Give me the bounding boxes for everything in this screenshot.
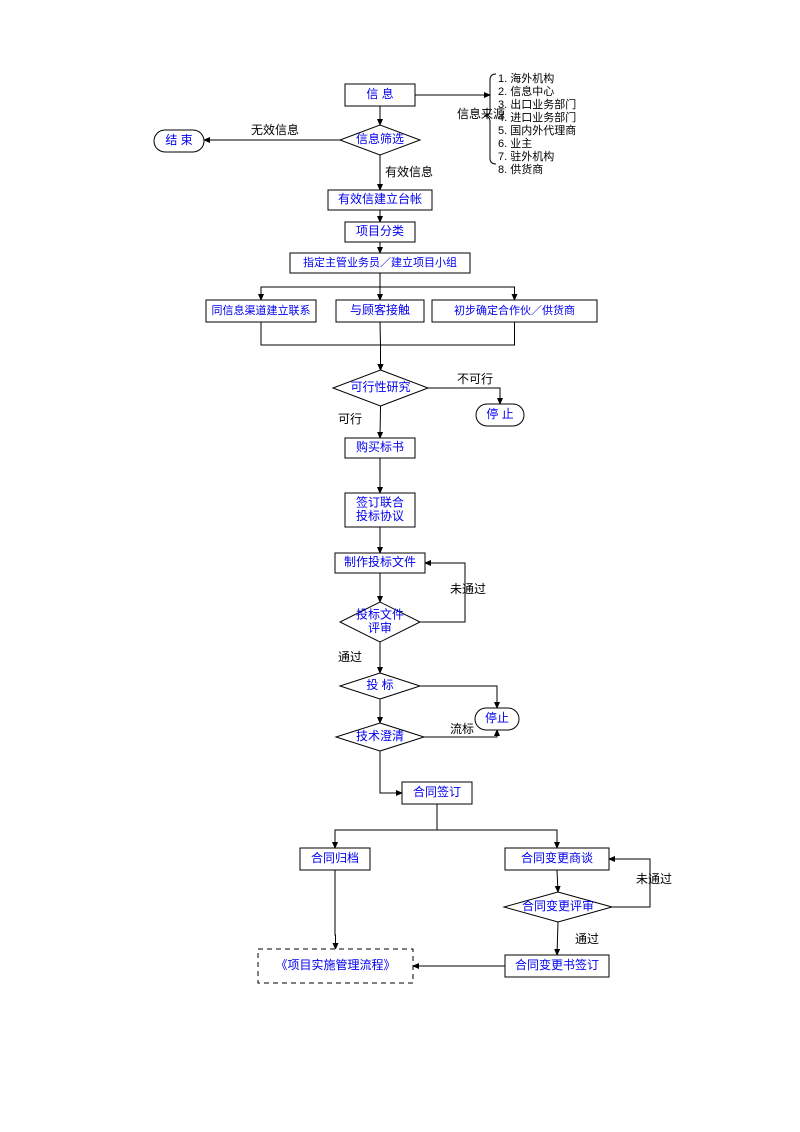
svg-text:通过: 通过	[338, 650, 362, 664]
flow-edge	[557, 922, 558, 955]
svg-text:投标协议: 投标协议	[356, 508, 404, 523]
svg-text:结 束: 结 束	[165, 133, 192, 147]
flow-edge	[428, 388, 500, 404]
source-item: 3. 出口业务部门	[498, 97, 576, 111]
svg-text:项目分类: 项目分类	[356, 224, 404, 238]
svg-text:停止: 停止	[485, 710, 509, 725]
svg-text:有效信建立台帐: 有效信建立台帐	[338, 191, 422, 206]
flow-edge	[557, 870, 558, 892]
svg-text:制作投标文件: 制作投标文件	[344, 554, 416, 569]
flow-edge	[380, 751, 402, 793]
flow-edge	[381, 322, 515, 370]
svg-text:投标文件: 投标文件	[356, 606, 404, 621]
svg-text:初步确定合作伙／供货商: 初步确定合作伙／供货商	[454, 303, 575, 317]
svg-text:合同签订: 合同签订	[413, 784, 461, 799]
svg-text:有效信息: 有效信息	[385, 164, 433, 179]
source-item: 1. 海外机构	[498, 71, 554, 85]
flow-edge	[437, 804, 557, 848]
svg-text:购买标书: 购买标书	[356, 439, 404, 454]
svg-text:技术澄清: 技术澄清	[356, 728, 404, 743]
svg-text:指定主管业务员／建立项目小组: 指定主管业务员／建立项目小组	[303, 255, 457, 269]
svg-text:停 止: 停 止	[486, 406, 513, 421]
source-item: 8. 供货商	[498, 162, 543, 176]
svg-text:信息筛选: 信息筛选	[356, 131, 404, 146]
source-item: 2. 信息中心	[498, 84, 554, 98]
flow-edge	[261, 273, 380, 300]
svg-text:不可行: 不可行	[457, 372, 493, 386]
svg-text:《项目实施管理流程》: 《项目实施管理流程》	[275, 957, 395, 972]
svg-text:信 息: 信 息	[366, 86, 393, 101]
svg-text:合同变更评审: 合同变更评审	[522, 898, 594, 913]
flow-edge	[261, 322, 381, 370]
svg-text:流标: 流标	[450, 722, 474, 736]
svg-text:评审: 评审	[368, 620, 392, 635]
flow-edge	[380, 273, 515, 300]
svg-text:与顾客接触: 与顾客接触	[350, 302, 410, 317]
svg-text:合同归档: 合同归档	[311, 850, 359, 865]
svg-text:合同变更书签订: 合同变更书签订	[515, 957, 599, 972]
svg-text:投 标: 投 标	[366, 677, 393, 692]
flow-edge	[420, 686, 497, 708]
flow-edge	[335, 870, 336, 949]
svg-text:可行: 可行	[338, 412, 362, 426]
svg-text:同信息渠道建立联系: 同信息渠道建立联系	[212, 303, 311, 317]
source-item: 5. 国内外代理商	[498, 123, 576, 137]
source-item: 6. 业主	[498, 137, 532, 150]
svg-text:合同变更商谈: 合同变更商谈	[521, 850, 593, 865]
source-item: 4. 进口业务部门	[498, 110, 576, 124]
svg-text:签订联合: 签订联合	[356, 494, 404, 509]
flow-edge	[380, 406, 381, 438]
svg-text:未通过: 未通过	[636, 872, 672, 886]
svg-text:未通过: 未通过	[450, 582, 486, 596]
flow-edge	[335, 804, 437, 848]
svg-text:可行性研究: 可行性研究	[350, 379, 410, 394]
svg-text:无效信息: 无效信息	[251, 122, 299, 137]
svg-text:通过: 通过	[575, 932, 599, 946]
source-item: 7. 驻外机构	[498, 149, 554, 163]
